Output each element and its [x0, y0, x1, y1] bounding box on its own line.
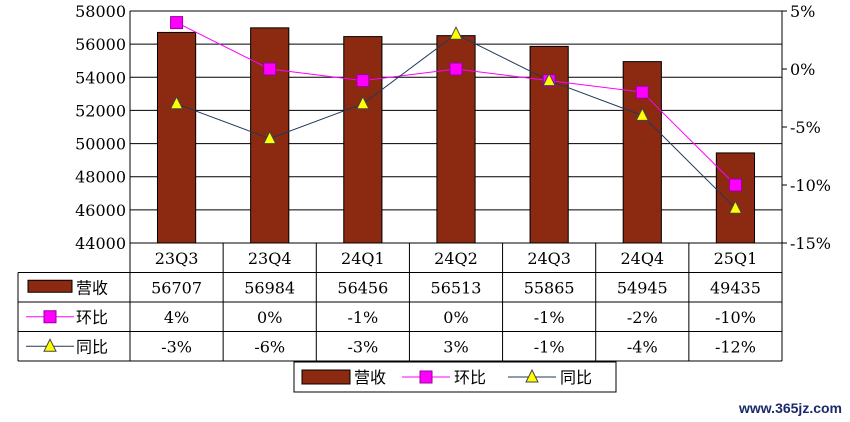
legend-key — [301, 369, 351, 385]
x-tick-label: 24Q1 — [341, 249, 385, 268]
point-marker — [449, 62, 463, 76]
y-tick-label: 52000 — [75, 101, 126, 120]
point-marker — [170, 16, 184, 30]
y2-tick-label: 5% — [790, 2, 815, 21]
data-label: -6% — [254, 337, 285, 356]
y-tick-label: 46000 — [75, 201, 126, 220]
series-name: 营收 — [76, 278, 108, 297]
data-label: -2% — [627, 308, 658, 327]
data-label: -1% — [534, 308, 565, 327]
x-tick-label: 25Q1 — [714, 249, 758, 268]
data-label: 4% — [164, 308, 189, 327]
data-label: 56513 — [431, 278, 482, 297]
point-marker — [263, 62, 277, 76]
point-marker — [356, 95, 370, 110]
legend-label: 环比 — [454, 368, 486, 387]
bar — [715, 152, 756, 244]
line-series — [169, 16, 743, 214]
y2-tick-label: -5% — [790, 118, 821, 137]
x-tick-label: 23Q4 — [248, 249, 292, 268]
data-label: -4% — [627, 337, 658, 356]
bar-series — [156, 27, 756, 244]
data-label: 54945 — [617, 278, 668, 297]
point-marker — [542, 72, 556, 87]
bar — [343, 36, 383, 244]
data-label: 56456 — [337, 278, 388, 297]
series-name: 同比 — [76, 337, 108, 356]
point-marker — [43, 310, 57, 324]
y2-tick-label: -10% — [790, 176, 831, 195]
bar — [156, 31, 197, 244]
series-name: 环比 — [76, 308, 108, 327]
data-label: -1% — [347, 308, 378, 327]
point-marker — [419, 370, 433, 384]
point-marker — [728, 178, 742, 192]
legend-label: 营收 — [354, 368, 386, 387]
data-label: -12% — [715, 337, 756, 356]
point-marker — [728, 200, 743, 214]
data-label: 3% — [443, 337, 468, 356]
data-label: 56984 — [244, 278, 295, 297]
data-label: 0% — [257, 308, 282, 327]
data-label: 0% — [443, 308, 468, 327]
x-tick-label: 24Q3 — [527, 249, 571, 268]
table-key — [27, 279, 73, 293]
data-label: 56707 — [151, 278, 202, 297]
bar — [622, 61, 662, 244]
y2-tick-label: -15% — [790, 234, 831, 253]
data-table: 23Q3 23Q4 24Q1 24Q2 24Q3 24Q4 25Q1 营收 56707 56984… — [17, 242, 783, 362]
point-marker — [356, 74, 370, 88]
point-marker — [262, 130, 277, 145]
x-tick-label: 23Q3 — [155, 249, 199, 268]
data-label: -1% — [534, 337, 565, 356]
x-tick-label: 24Q4 — [620, 249, 664, 268]
point-marker — [525, 368, 539, 383]
legend: 营收 环比 同比 — [293, 361, 617, 393]
axes: 58000 56000 54000 52000 50000 48000 46000 44000… — [75, 2, 831, 253]
x-tick-label: 24Q2 — [434, 249, 478, 268]
point-marker — [635, 107, 650, 121]
data-label: -10% — [715, 308, 756, 327]
watermark: www.365jz.com — [739, 400, 842, 416]
data-label: 55865 — [524, 278, 575, 297]
data-label: -3% — [347, 337, 378, 356]
data-label: 49435 — [710, 278, 761, 297]
point-marker — [169, 95, 184, 110]
y-tick-label: 58000 — [75, 2, 126, 21]
y-tick-label: 44000 — [75, 234, 126, 253]
point-marker — [449, 26, 463, 40]
point-marker — [43, 338, 57, 352]
y-tick-label: 54000 — [75, 68, 126, 87]
y-tick-label: 56000 — [75, 35, 126, 54]
y-tick-label: 48000 — [75, 168, 126, 187]
point-marker — [635, 85, 649, 99]
legend-label: 同比 — [560, 368, 592, 387]
data-label: -3% — [161, 337, 192, 356]
y-tick-label: 50000 — [75, 135, 126, 154]
y2-tick-label: 0% — [790, 60, 815, 79]
